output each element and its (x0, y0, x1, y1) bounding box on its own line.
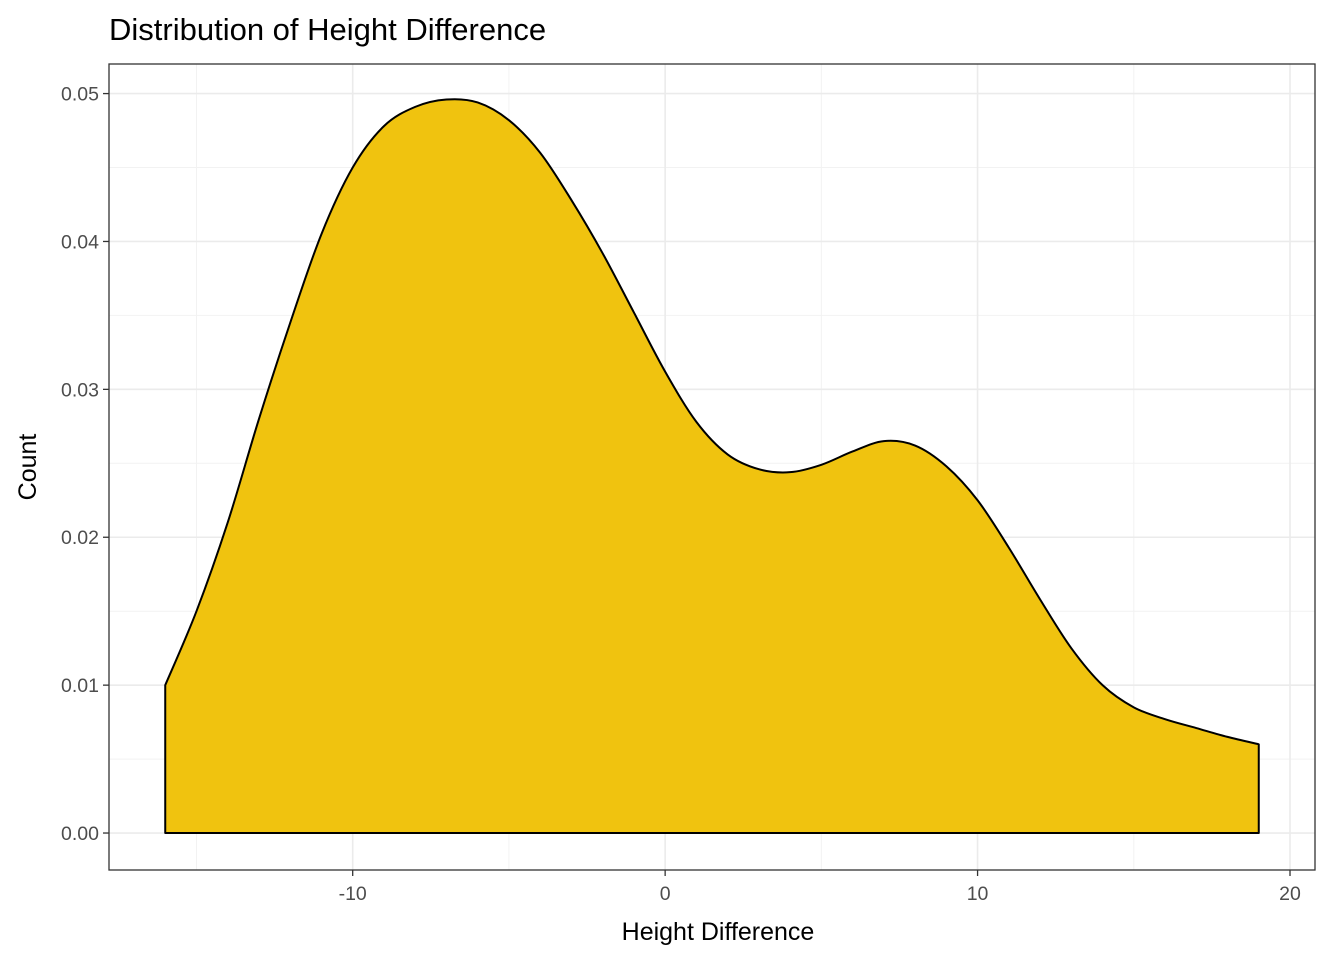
x-tick-label: 10 (967, 883, 989, 905)
y-axis: 0.00 0.01 0.02 0.03 0.04 0.05 (61, 84, 109, 845)
y-tick-label: 0.05 (61, 84, 99, 106)
y-tick-label: 0.02 (61, 527, 99, 549)
x-tick-label: 20 (1279, 883, 1301, 905)
density-area (164, 98, 1260, 835)
x-axis: -10 0 10 20 (339, 870, 1301, 905)
x-tick-label: -10 (339, 883, 367, 905)
y-tick-label: 0.04 (61, 231, 99, 253)
x-tick-label: 0 (660, 883, 671, 905)
y-tick-label: 0.03 (61, 379, 99, 401)
y-tick-label: 0.01 (61, 675, 99, 697)
y-axis-title: Count (14, 434, 42, 501)
y-tick-label: 0.00 (61, 823, 99, 845)
panel-border (108, 63, 1316, 871)
x-axis-title: Height Difference (622, 918, 815, 946)
chart-title: Distribution of Height Difference (109, 12, 546, 47)
